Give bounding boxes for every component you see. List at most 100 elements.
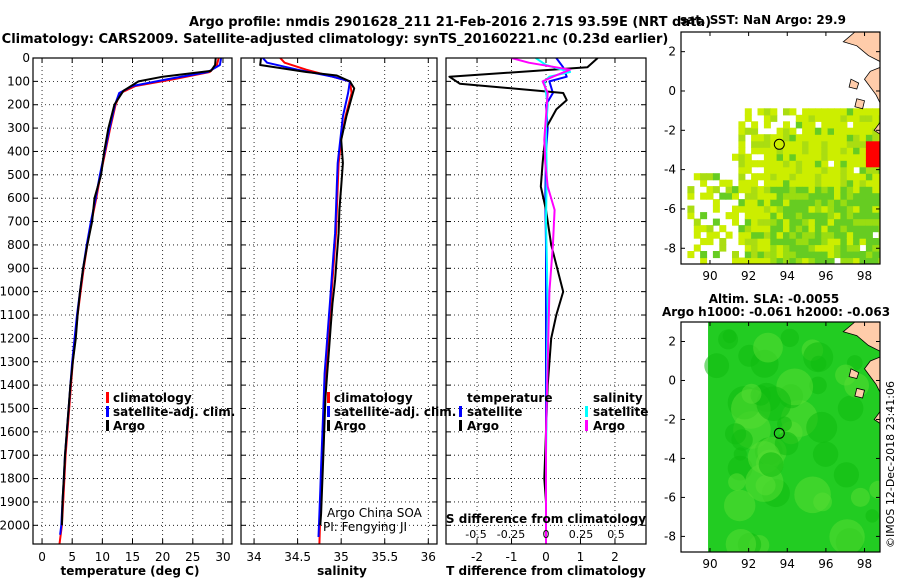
sst-cell bbox=[802, 186, 810, 194]
sst-cell bbox=[840, 251, 848, 259]
map-y-tick-label: 2 bbox=[668, 45, 676, 59]
sst-map-panel: 90 92 94 96 98 2 0 -2 -4 -6 -8 bbox=[664, 31, 881, 283]
sst-cell bbox=[834, 134, 841, 142]
sst-cell bbox=[840, 134, 848, 142]
sst-cell bbox=[865, 114, 873, 122]
sst-cell bbox=[814, 192, 822, 200]
sst-cell bbox=[763, 179, 771, 187]
sst-cell bbox=[853, 147, 861, 155]
sst-cell bbox=[872, 166, 880, 174]
sst-cell bbox=[834, 186, 841, 194]
sst-cell bbox=[834, 121, 841, 129]
temperature-panel: 0 5 10 15 20 25 300100200300400500600700800900… bbox=[0, 51, 233, 564]
sst-cell bbox=[770, 186, 778, 194]
sst-cell bbox=[770, 179, 778, 187]
sst-cell bbox=[751, 160, 759, 168]
sst-cell bbox=[840, 179, 848, 187]
sst-cell bbox=[783, 231, 790, 239]
sst-cell bbox=[751, 231, 759, 239]
series-line bbox=[511, 58, 572, 544]
sst-cell bbox=[872, 108, 880, 116]
sst-cell bbox=[789, 166, 797, 174]
x-tick-label: 34.5 bbox=[284, 550, 311, 564]
sst-cell bbox=[865, 238, 873, 246]
sla-blob bbox=[758, 452, 784, 477]
sst-cell bbox=[763, 231, 771, 239]
land-polygon bbox=[854, 98, 865, 110]
sst-cell bbox=[789, 251, 797, 259]
sla-blob bbox=[731, 429, 753, 451]
sst-cell bbox=[700, 179, 708, 187]
sst-cell bbox=[776, 251, 784, 259]
sst-cell bbox=[834, 114, 841, 122]
y-tick-label: 600 bbox=[7, 191, 30, 205]
sst-cell bbox=[808, 212, 816, 220]
sst-cell bbox=[821, 160, 829, 168]
secondary-tick-label: 0.5 bbox=[607, 528, 625, 541]
sst-cell bbox=[770, 218, 778, 226]
sst-cell bbox=[783, 108, 790, 116]
sst-cell bbox=[719, 192, 727, 200]
sst-cell bbox=[827, 166, 835, 174]
sst-cell bbox=[821, 257, 829, 264]
sst-cell bbox=[757, 251, 765, 259]
sst-cell bbox=[763, 186, 771, 194]
argo-position-marker bbox=[773, 138, 785, 150]
y-tick-label: 2000 bbox=[0, 518, 30, 532]
sst-cell bbox=[853, 153, 861, 161]
x-tick-label: 2 bbox=[611, 550, 619, 564]
legend-label: Argo bbox=[334, 419, 366, 433]
sst-cell bbox=[814, 251, 822, 259]
sst-cell bbox=[744, 160, 752, 168]
sst-cell bbox=[846, 218, 854, 226]
sst-cell bbox=[712, 186, 720, 194]
y-tick-label: 400 bbox=[7, 144, 30, 158]
sst-cell bbox=[789, 218, 797, 226]
sst-cell bbox=[795, 212, 803, 220]
sla-blob bbox=[777, 416, 792, 432]
sst-cell bbox=[770, 166, 778, 174]
sst-cell bbox=[738, 257, 746, 264]
sst-cell bbox=[783, 134, 790, 142]
sst-cell bbox=[738, 179, 746, 187]
sst-cell bbox=[783, 186, 790, 194]
map-x-tick-label: 96 bbox=[818, 269, 833, 283]
sst-cell bbox=[712, 199, 720, 207]
sst-cell bbox=[853, 179, 861, 187]
sst-cell bbox=[776, 127, 784, 135]
sst-cell bbox=[821, 251, 829, 259]
sst-cell bbox=[738, 173, 746, 181]
sst-cell bbox=[783, 244, 790, 252]
sst-cell bbox=[878, 238, 880, 246]
sst-cell bbox=[770, 147, 778, 155]
y-tick-label: 1900 bbox=[0, 495, 30, 509]
sst-cell bbox=[840, 127, 848, 135]
sst-cell bbox=[802, 166, 810, 174]
sst-cell bbox=[783, 179, 790, 187]
sst-cell bbox=[693, 231, 701, 239]
sst-cell bbox=[700, 173, 708, 181]
sst-cell bbox=[878, 257, 880, 264]
sst-cell bbox=[738, 140, 746, 148]
sst-cell bbox=[744, 186, 752, 194]
sst-cell bbox=[795, 231, 803, 239]
sst-cell bbox=[853, 108, 861, 116]
plot-frame bbox=[32, 57, 233, 545]
map-field bbox=[704, 322, 880, 552]
sst-cell bbox=[770, 225, 778, 233]
sst-cell bbox=[853, 134, 861, 142]
sst-cell bbox=[827, 238, 835, 246]
sst-cell bbox=[802, 192, 810, 200]
legend-label: satellite-adj. clim. bbox=[334, 405, 456, 419]
y-tick-label: 1100 bbox=[0, 308, 30, 322]
sst-cell bbox=[744, 192, 752, 200]
sst-cell bbox=[776, 134, 784, 142]
imos-credit: ©IMOS 12-Dec-2018 23:41:06 bbox=[884, 381, 897, 548]
sst-cell bbox=[878, 108, 880, 116]
sst-cell bbox=[827, 199, 835, 207]
sst-cell bbox=[789, 179, 797, 187]
sst-cell bbox=[802, 225, 810, 233]
sst-cell bbox=[783, 218, 790, 226]
sst-cell bbox=[814, 179, 822, 187]
